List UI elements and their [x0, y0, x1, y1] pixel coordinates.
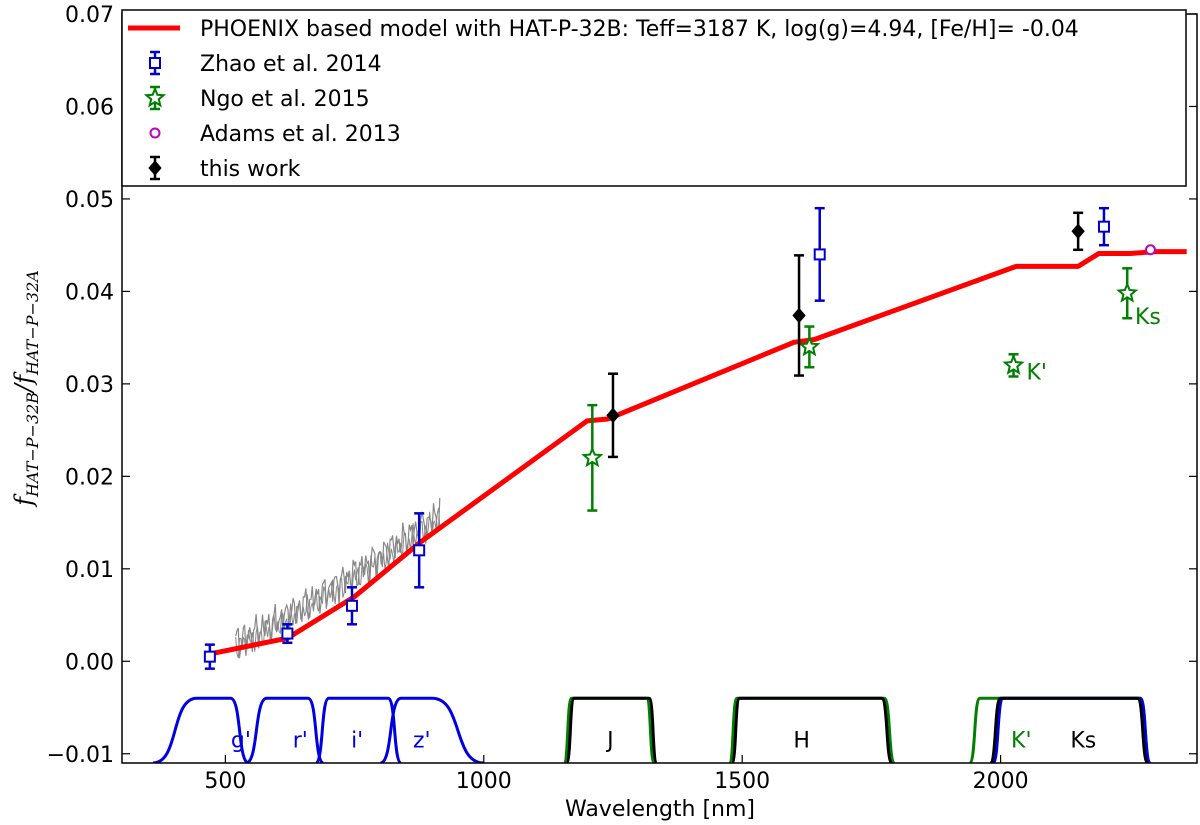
filter-curve-i' — [314, 696, 403, 763]
data-point — [1097, 220, 1110, 233]
filter-curve-H — [730, 696, 894, 763]
legend-entry-label: PHOENIX based model with HAT-P-32B: Teff… — [200, 17, 1079, 42]
filter-label: H — [793, 728, 810, 753]
data-point — [345, 599, 358, 612]
legend-entry-label: Ngo et al. 2015 — [200, 87, 370, 112]
x-axis-label: Wavelength [nm] — [565, 797, 755, 822]
y-tick-label: 0.03 — [65, 373, 114, 398]
x-tick-label: 500 — [204, 769, 246, 794]
svg-text:fHAT−P−32B/fHAT−P−32A: fHAT−P−32B/fHAT−P−32A — [10, 270, 42, 508]
filter-curve-z' — [379, 696, 484, 763]
x-tick-label: 2000 — [973, 769, 1029, 794]
filter-label: g' — [231, 728, 251, 753]
spectrum-line-2 — [235, 507, 441, 659]
data-point — [1144, 244, 1156, 256]
legend-marker — [143, 86, 167, 108]
data-point — [281, 627, 294, 640]
filter-curve-J — [564, 696, 659, 763]
annotation-label: Ks — [1135, 305, 1161, 330]
annotations: K' Ks — [1026, 305, 1160, 385]
legend-marker — [148, 160, 162, 176]
filter-label: r' — [293, 728, 308, 753]
legend-entry-label: this work — [200, 157, 301, 182]
y-tick-label: 0.02 — [65, 465, 114, 490]
filter-curves: g' r' i' z' J H K' Ks — [152, 696, 1152, 763]
y-axis-label: fHAT−P−32B/fHAT−P−32A — [10, 270, 42, 508]
y-label-numerator-sub: HAT−P−32B — [23, 392, 42, 498]
data-point — [813, 248, 826, 261]
data-point — [1071, 223, 1085, 240]
filter-curve-g' — [152, 696, 250, 763]
data-point — [606, 407, 620, 424]
legend-entry-label: Zhao et al. 2014 — [200, 52, 382, 77]
y-label-denominator-sub: HAT−P−32A — [23, 270, 42, 376]
legend-entry-label: Adams et al. 2013 — [200, 122, 401, 147]
data-point — [413, 544, 426, 557]
legend-box — [121, 9, 1187, 187]
model-line — [209, 249, 1187, 657]
data-point — [581, 446, 604, 468]
y-tick-label: 0.06 — [65, 95, 114, 120]
y-tick-label: 0.00 — [65, 650, 114, 675]
filter-label: z' — [413, 728, 431, 753]
data-point — [203, 650, 216, 663]
data-point — [1116, 281, 1139, 303]
filter-label: K' — [1011, 728, 1031, 753]
annotation-label: K' — [1026, 360, 1046, 385]
model-series-line — [209, 249, 1187, 657]
y-tick-label: 0.01 — [65, 558, 114, 583]
filter-label: Ks — [1070, 728, 1096, 753]
y-tick-label: −0.01 — [47, 743, 114, 768]
filter-curve-r' — [245, 696, 325, 763]
data-points — [203, 206, 1156, 670]
observed-spectrum — [235, 497, 441, 659]
legend-marker — [149, 57, 161, 69]
data-point — [1002, 353, 1025, 375]
data-point — [792, 307, 806, 324]
legend: PHOENIX based model with HAT-P-32B: Teff… — [121, 9, 1187, 187]
y-tick-label: 0.07 — [65, 3, 114, 28]
filter-label: i' — [351, 728, 363, 753]
legend-marker — [149, 127, 161, 139]
axis-ticks: 500 1000 1500 2000 −0.01 0.00 0.01 0.02 0.03 0.04… — [47, 3, 1197, 794]
y-tick-label: 0.05 — [65, 188, 114, 213]
y-tick-label: 0.04 — [65, 280, 114, 305]
x-tick-label: 1500 — [714, 769, 770, 794]
data-point — [798, 335, 821, 357]
x-tick-label: 1000 — [456, 769, 512, 794]
filter-curve-Ks — [988, 696, 1150, 763]
filter-label: J — [605, 728, 614, 753]
